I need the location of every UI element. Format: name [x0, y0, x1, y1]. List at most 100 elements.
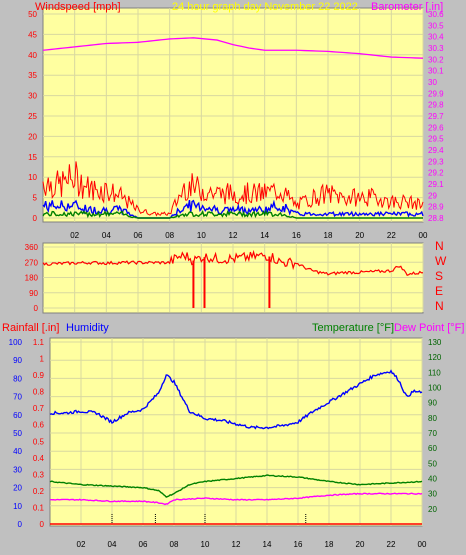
rain-tick: 1.1	[33, 338, 45, 347]
rain-tick: 0.5	[33, 437, 45, 446]
x-tick-label: 22	[387, 540, 396, 549]
temperature-tick: 90	[428, 399, 437, 408]
barometer-tick: 29	[428, 191, 437, 200]
humidity-tick: 10	[13, 502, 22, 511]
barometer-tick: 30.5	[428, 21, 444, 30]
x-tick-label: 16	[292, 231, 301, 240]
rain-tick: 0.3	[33, 470, 45, 479]
direction-series	[42, 249, 424, 308]
rain-tick: 0.6	[33, 421, 45, 430]
temperature-tick: 100	[428, 384, 442, 393]
wind-grid	[43, 8, 424, 222]
windspeed-tick: 0	[33, 214, 38, 223]
x-tick-label: 02	[77, 540, 86, 549]
wind-low-line	[42, 209, 423, 219]
temperature-tick: 20	[428, 505, 437, 514]
windspeed-tick: 25	[28, 112, 37, 121]
humidity-line	[49, 369, 423, 430]
barometer-tick: 28.9	[428, 203, 444, 212]
temperature-label: Temperature [°F]	[312, 322, 394, 334]
humidity-tick: 50	[13, 429, 22, 438]
temperature-tick: 80	[428, 414, 437, 423]
rain-tick: 0.8	[33, 388, 45, 397]
barometer-tick: 30	[428, 78, 437, 87]
humidity-tick: 20	[13, 484, 22, 493]
humidity-tick: 90	[13, 356, 22, 365]
wind-direction-line	[42, 249, 424, 276]
humidity-tick: 100	[9, 338, 23, 347]
barometer-tick: 30.2	[428, 55, 444, 64]
wind-series	[42, 37, 424, 219]
dew-point-label: Dew Point [°F]	[394, 322, 464, 334]
windspeed-axis: 0 5 10 15 20 25 30 35 40 45 50	[28, 10, 37, 223]
rainfall-label: Rainfall [.in]	[2, 322, 59, 334]
x-tick-label: 12	[232, 540, 241, 549]
barometer-tick: 29.5	[428, 135, 444, 144]
rain-tick: 0.2	[33, 487, 45, 496]
x-tick-label: 18	[324, 231, 333, 240]
x-tick-label: 20	[356, 540, 365, 549]
barometer-tick: 29.7	[428, 112, 444, 121]
windspeed-tick: 35	[28, 71, 37, 80]
temperature-tick: 70	[428, 429, 437, 438]
temperature-line	[49, 474, 423, 498]
barometer-tick: 29.4	[428, 146, 444, 155]
barometer-axis: 28.8 28.9 29 29.1 29.2 29.3 29.4 29.5 29.6 29.7 29…	[428, 10, 444, 223]
humidity-series	[49, 369, 423, 525]
rain-tick: 0.1	[33, 503, 45, 512]
windspeed-tick: 20	[28, 132, 37, 141]
x-tick-label: 04	[102, 231, 111, 240]
x-tick-label: 04	[108, 540, 117, 549]
rain-tick: 0.9	[33, 371, 45, 380]
temperature-tick: 40	[428, 475, 437, 484]
compass-label: N	[435, 239, 444, 253]
x-tick-label: 06	[139, 540, 148, 549]
x-tick-label: 06	[134, 231, 143, 240]
wind-average-line	[42, 199, 424, 219]
barometer-tick: 29.9	[428, 89, 444, 98]
temperature-tick: 110	[428, 368, 441, 377]
x-tick-label: 14	[263, 540, 272, 549]
barometer-tick: 29.2	[428, 169, 444, 178]
rain-tick: 0	[40, 520, 45, 529]
windspeed-tick: 10	[28, 173, 37, 182]
barometer-tick: 30.3	[428, 44, 444, 53]
humidity-tick: 80	[13, 374, 22, 383]
rain-tick: 0.7	[33, 404, 45, 413]
wind-x-axis: 02 04 06 08 10 12 14 16 18 20 22 00	[70, 231, 428, 240]
graph-title: 24 hour graph day November 22 2022	[172, 1, 358, 13]
windspeed-tick: 45	[28, 30, 37, 39]
barometer-tick: 30.4	[428, 33, 444, 42]
barometer-tick: 29.8	[428, 101, 444, 110]
x-tick-label: 12	[229, 231, 238, 240]
wind-gust-line	[42, 161, 424, 217]
direction-axis: 0 90 180 270 360	[25, 243, 39, 313]
temperature-tick: 30	[428, 490, 437, 499]
x-tick-label: 00	[419, 231, 428, 240]
barometer-tick: 29.1	[428, 180, 444, 189]
compass-label: S	[435, 269, 443, 283]
compass-label: E	[435, 284, 443, 298]
barometer-tick: 28.8	[428, 214, 444, 223]
direction-tick: 90	[29, 289, 38, 298]
humidity-tick: 30	[13, 465, 22, 474]
x-tick-label: 20	[355, 231, 364, 240]
x-tick-label: 14	[260, 231, 269, 240]
barometer-tick: 29.6	[428, 123, 444, 132]
rain-tick: 0.4	[33, 454, 45, 463]
x-tick-label: 18	[325, 540, 334, 549]
x-tick-label: 22	[387, 231, 396, 240]
windspeed-tick: 15	[28, 153, 37, 162]
barometer-tick: 29.3	[428, 157, 444, 166]
humidity-tick: 60	[13, 411, 22, 420]
humidity-tick: 70	[13, 393, 22, 402]
windspeed-tick: 40	[28, 51, 37, 60]
direction-tick: 0	[34, 304, 39, 313]
direction-grid	[43, 243, 424, 312]
temperature-tick: 120	[428, 353, 442, 362]
rain-axis: 0 0.1 0.2 0.3 0.4 0.5 0.6 0.7 0.8 0.9 1 1.1	[33, 338, 45, 529]
barometer-label: Barometer [.in]	[371, 1, 443, 13]
temperature-tick: 50	[428, 459, 437, 468]
